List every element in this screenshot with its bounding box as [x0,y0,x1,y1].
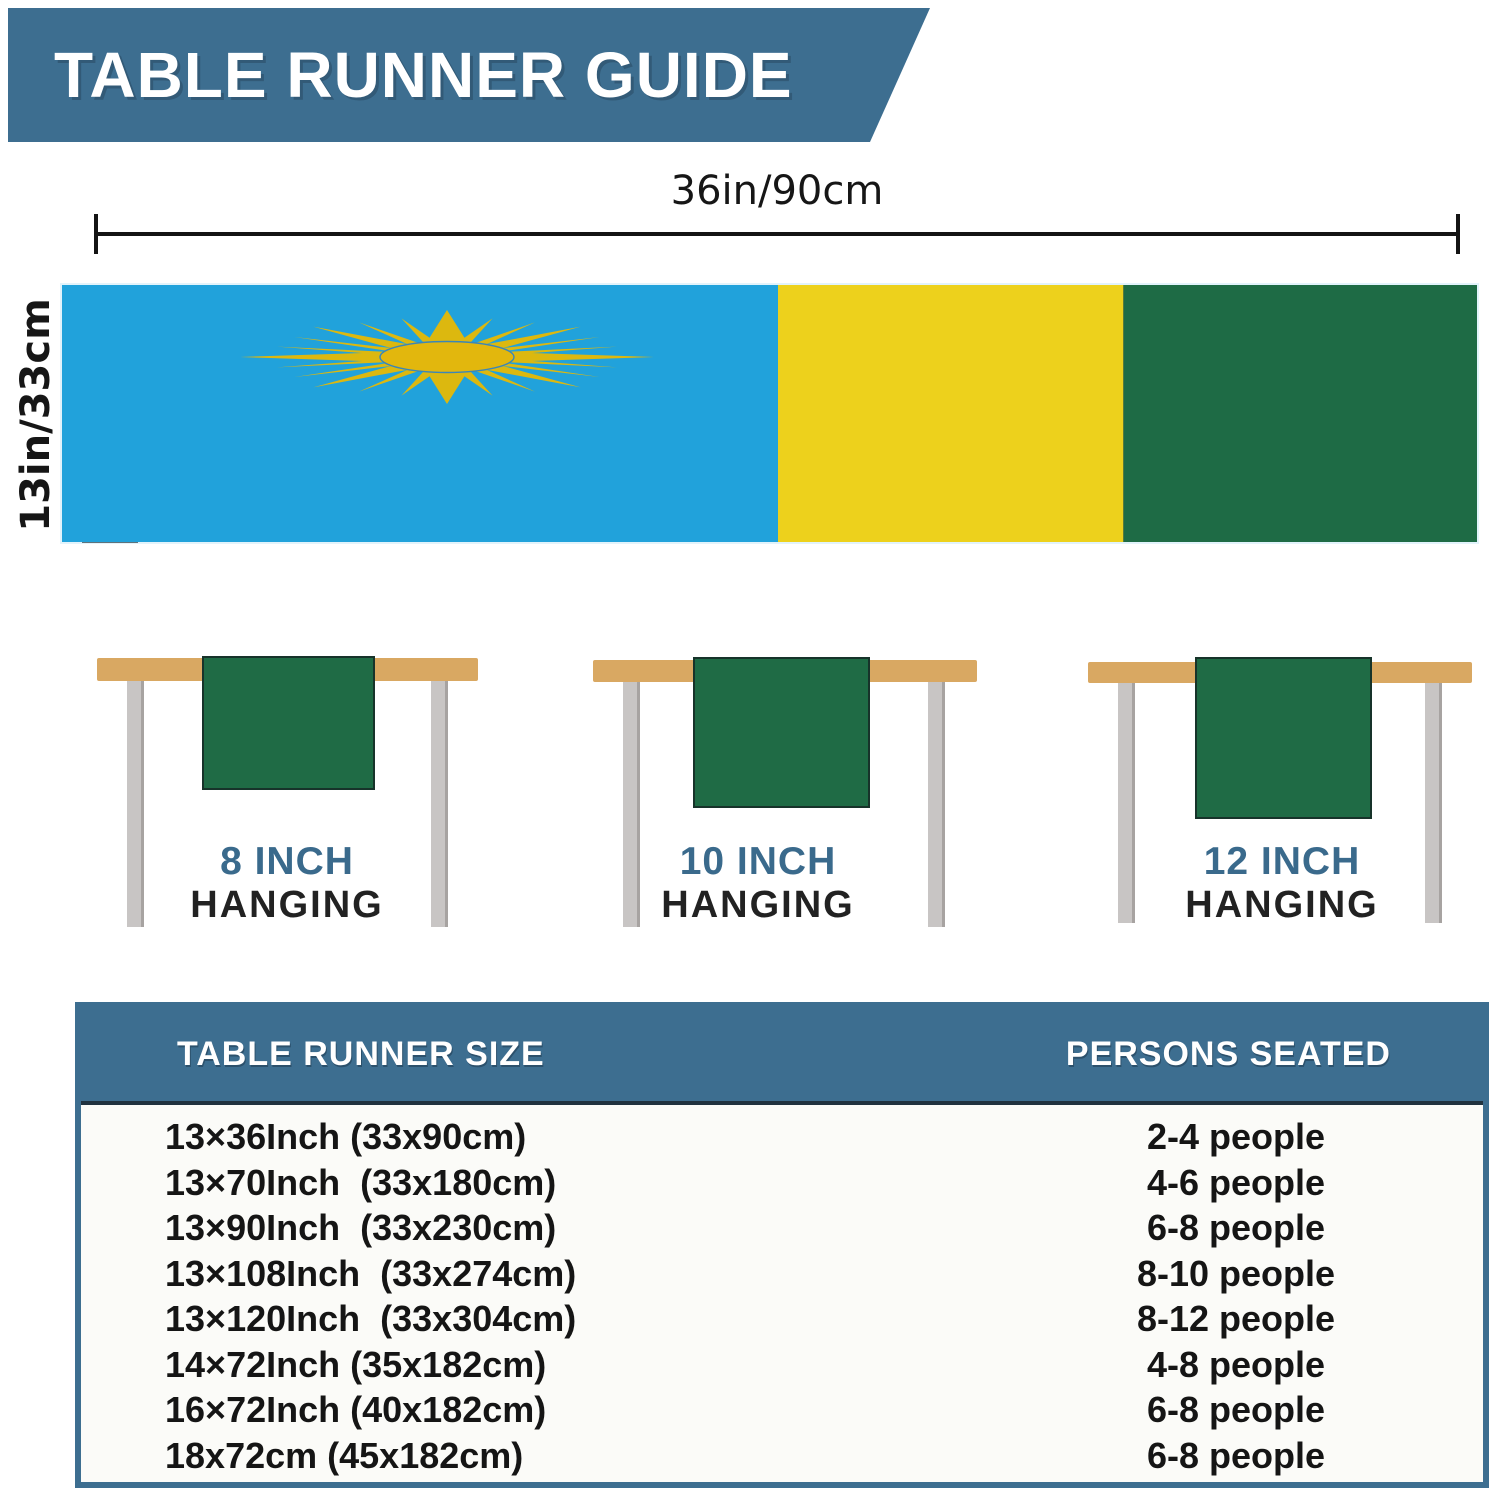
sunburst-icon [240,310,654,404]
table-row: 16×72Inch (40x182cm) 6-8 people [81,1389,1483,1435]
runner-size-cell: 13×36Inch (33x90cm) [165,1116,527,1157]
table-row: 13×120Inch (33x304cm) 8-12 people [81,1298,1483,1344]
table-row: 13×36Inch (33x90cm) 2-4 people [81,1116,1483,1162]
flag-green-panel [1123,285,1477,542]
runner-size-cell: 18x72cm (45x182cm) [165,1434,524,1476]
hanging-label: HANGING [661,884,855,926]
persons-seated-cell: 6-8 people [1146,1389,1326,1430]
inch-label: 12 INCH [1203,840,1361,883]
runner-drop [202,656,375,790]
table-row: 14×72Inch (35x182cm) 4-8 people [81,1344,1483,1390]
width-dimension-line [96,232,1458,236]
runner-drop [1195,657,1372,819]
table-row: 18x72cm (45x182cm) 6-8 people [81,1435,1483,1481]
runner-size-cell: 13×108Inch (33x274cm) [165,1252,577,1294]
table-row: 13×108Inch (33x274cm) 8-10 people [81,1253,1483,1299]
persons-seated-cell: 6-8 people [1146,1434,1326,1476]
title-banner: TABLE RUNNER GUIDE [8,8,930,142]
runner-preview [62,285,1477,542]
table-leg-right [1425,683,1442,923]
persons-seated-cell: 8-10 people [1136,1252,1336,1294]
runner-size-cell: 13×90Inch (33x230cm) [165,1207,557,1248]
runner-size-cell: 16×72Inch (40x182cm) [165,1389,547,1430]
width-dimension-label: 36in/90cm [670,168,884,214]
width-dimension-cap-right [1456,214,1460,254]
width-dimension-cap-left [94,214,98,254]
table-leg-left [127,681,144,927]
runner-size-cell: 13×70Inch (33x180cm) [165,1161,557,1203]
persons-seated-cell: 2-4 people [1146,1116,1326,1157]
size-table-header: TABLE RUNNER SIZE PERSONS SEATED [81,1008,1483,1105]
persons-seated-cell: 4-6 people [1146,1161,1326,1203]
header-runner-size: TABLE RUNNER SIZE [177,1035,545,1073]
persons-seated-cell: 8-12 people [1136,1298,1336,1339]
table-row: 13×70Inch (33x180cm) 4-6 people [81,1162,1483,1208]
runner-drop [693,657,870,808]
table-leg-right [431,681,448,927]
flag-blue-panel [62,285,778,542]
height-dimension-label: 13in/33cm [13,298,59,532]
table-row: 13×90Inch (33x230cm) 6-8 people [81,1207,1483,1253]
page-title: TABLE RUNNER GUIDE [54,39,793,111]
hanging-label: HANGING [190,884,384,926]
hanging-label: HANGING [1185,884,1379,926]
runner-size-cell: 14×72Inch (35x182cm) [165,1343,547,1385]
size-table-rows: 13×36Inch (33x90cm) 2-4 people 13×70Inch (… [81,1105,1483,1480]
inch-label: 8 INCH [220,840,354,883]
persons-seated-cell: 6-8 people [1146,1207,1326,1248]
runner-size-cell: 13×120Inch (33x304cm) [165,1298,577,1339]
table-leg-left [1118,683,1135,923]
header-persons-seated: PERSONS SEATED [1065,1035,1391,1073]
table-leg-right [928,682,945,927]
flag-yellow-panel [778,285,1123,542]
table-leg-left [623,682,640,927]
size-table-panel: TABLE RUNNER SIZE PERSONS SEATED 13×36In… [75,1002,1489,1488]
persons-seated-cell: 4-8 people [1146,1343,1326,1385]
inch-label: 10 INCH [679,840,837,883]
